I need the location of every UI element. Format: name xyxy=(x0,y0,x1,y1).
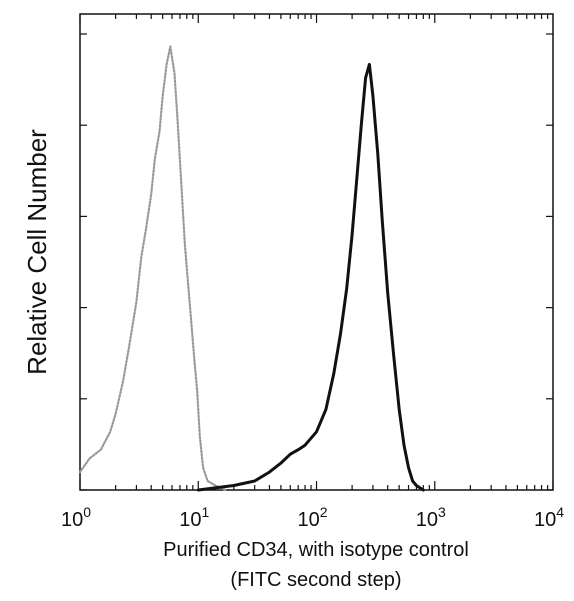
series-point-isotype xyxy=(206,480,209,482)
series-point-isotype xyxy=(193,354,195,357)
x-tick-label: 102 xyxy=(297,504,327,531)
series-point-isotype xyxy=(144,229,147,231)
series-point-isotype xyxy=(154,157,156,160)
x-axis-label: Purified CD34, with isotype control xyxy=(163,539,469,561)
series-point-isotype xyxy=(128,345,130,348)
series-point-isotype xyxy=(100,448,102,451)
series-point-cd34 xyxy=(360,121,363,124)
x-tick-label: 101 xyxy=(179,504,209,531)
series-point-cd34 xyxy=(345,287,348,290)
series-point-cd34 xyxy=(398,408,400,411)
series-point-cd34 xyxy=(315,430,318,433)
series-point-isotype xyxy=(165,63,168,66)
series-point-cd34 xyxy=(289,453,292,455)
series-point-cd34 xyxy=(386,292,389,294)
series-point-cd34 xyxy=(332,372,335,375)
series-point-cd34 xyxy=(392,354,395,357)
x-tick-label: 103 xyxy=(416,504,446,531)
series-point-isotype xyxy=(224,489,227,491)
series-point-isotype xyxy=(196,390,199,393)
series-point-cd34 xyxy=(325,408,327,411)
series-point-cd34 xyxy=(403,444,405,447)
series-point-isotype xyxy=(202,466,204,469)
series-point-cd34 xyxy=(377,153,379,155)
x-ticks xyxy=(79,14,554,490)
series-point-cd34 xyxy=(304,444,306,447)
series-point-cd34 xyxy=(280,462,282,464)
series-point-isotype xyxy=(176,121,179,124)
series-point-cd34 xyxy=(368,63,371,66)
series-point-isotype xyxy=(135,301,138,303)
plot-frame xyxy=(79,13,554,491)
x-tick-label: 104 xyxy=(534,504,564,531)
series-point-cd34 xyxy=(381,220,384,222)
series-point-isotype xyxy=(161,94,164,97)
series-point-isotype xyxy=(158,130,161,133)
series-point-isotype xyxy=(173,72,176,75)
series-point-isotype xyxy=(109,430,111,433)
series-point-isotype xyxy=(190,318,192,321)
series-line-isotype xyxy=(78,45,227,492)
series-point-isotype xyxy=(180,184,183,187)
series-point-isotype xyxy=(88,457,91,460)
series-point-isotype xyxy=(79,471,81,473)
series-point-cd34 xyxy=(297,448,299,451)
series-layer xyxy=(78,45,425,492)
series-point-cd34 xyxy=(356,175,358,178)
x-axis-label-line2: (FITC second step) xyxy=(230,569,401,591)
series-point-isotype xyxy=(140,256,143,258)
series-point-cd34 xyxy=(422,489,425,491)
series-point-isotype xyxy=(169,45,172,48)
series-point-cd34 xyxy=(411,480,414,482)
series-point-cd34 xyxy=(372,94,374,97)
y-ticks xyxy=(80,33,553,491)
series-point-cd34 xyxy=(253,480,256,482)
series-point-cd34 xyxy=(197,489,200,491)
series-point-cd34 xyxy=(268,471,271,473)
series-point-isotype xyxy=(214,484,217,487)
series-point-cd34 xyxy=(364,77,367,79)
series-line-cd34 xyxy=(196,62,425,492)
series-point-isotype xyxy=(187,283,189,285)
series-point-cd34 xyxy=(339,332,342,335)
series-point-isotype xyxy=(114,413,117,415)
series-point-isotype xyxy=(121,381,124,384)
series-point-isotype xyxy=(198,435,201,438)
x-tick-labels: 100 101 102 103 104 xyxy=(61,504,564,531)
series-point-cd34 xyxy=(233,484,235,487)
series-point-isotype xyxy=(184,242,186,245)
series-point-cd34 xyxy=(407,466,410,469)
series-point-cd34 xyxy=(351,233,353,236)
x-tick-label: 100 xyxy=(61,504,91,531)
series-point-cd34 xyxy=(415,484,418,487)
y-axis-label: Relative Cell Number xyxy=(22,129,52,375)
series-point-isotype xyxy=(150,193,152,196)
